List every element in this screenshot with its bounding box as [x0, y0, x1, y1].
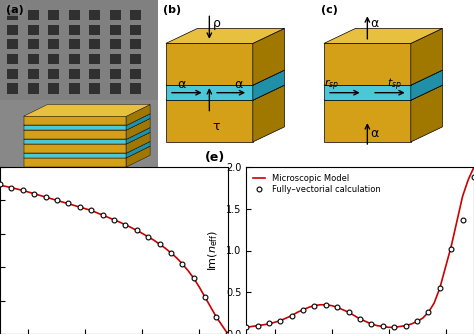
Polygon shape — [24, 142, 150, 153]
Polygon shape — [166, 100, 253, 142]
Bar — [0, 0, 158, 100]
Bar — [130, 39, 141, 49]
Polygon shape — [24, 114, 150, 125]
Polygon shape — [24, 153, 127, 158]
Bar — [110, 25, 121, 35]
Polygon shape — [127, 146, 150, 167]
Bar — [69, 54, 80, 64]
Bar — [130, 69, 141, 79]
Bar — [69, 25, 80, 35]
Polygon shape — [24, 132, 150, 144]
Bar — [48, 10, 59, 20]
Bar — [48, 39, 59, 49]
Text: $t_{sp}$: $t_{sp}$ — [387, 77, 402, 94]
Polygon shape — [127, 114, 150, 130]
Bar — [130, 84, 141, 94]
Bar — [89, 84, 100, 94]
Text: α: α — [371, 127, 379, 140]
Bar — [89, 54, 100, 64]
Bar — [69, 10, 80, 20]
Bar — [48, 54, 59, 64]
Bar — [130, 10, 141, 20]
Bar — [27, 54, 39, 64]
Polygon shape — [411, 85, 442, 142]
Polygon shape — [324, 85, 442, 100]
Text: $r_{sp}$: $r_{sp}$ — [324, 78, 339, 94]
Text: (b): (b) — [163, 5, 181, 15]
Polygon shape — [324, 100, 411, 142]
Bar — [110, 10, 121, 20]
Text: ρ: ρ — [212, 17, 220, 30]
Polygon shape — [127, 105, 150, 125]
Polygon shape — [24, 158, 127, 167]
Text: α: α — [234, 78, 242, 91]
Polygon shape — [24, 118, 150, 130]
Polygon shape — [166, 85, 284, 100]
Bar — [7, 39, 18, 49]
Polygon shape — [166, 28, 284, 43]
Bar — [89, 69, 100, 79]
Bar — [27, 10, 39, 20]
Bar — [110, 84, 121, 94]
Bar — [48, 25, 59, 35]
Text: τ: τ — [212, 120, 220, 133]
Polygon shape — [24, 130, 127, 139]
Y-axis label: Im($n_{\rm eff}$): Im($n_{\rm eff}$) — [207, 230, 220, 271]
Polygon shape — [24, 125, 127, 130]
Text: (e): (e) — [205, 151, 225, 164]
Polygon shape — [324, 28, 442, 43]
Bar — [7, 84, 18, 94]
Bar — [48, 69, 59, 79]
Polygon shape — [253, 85, 284, 142]
Polygon shape — [166, 43, 253, 85]
Polygon shape — [127, 118, 150, 139]
Bar — [130, 25, 141, 35]
Polygon shape — [24, 116, 127, 125]
Bar — [27, 69, 39, 79]
Text: α: α — [177, 78, 185, 91]
Polygon shape — [166, 70, 284, 85]
Bar — [7, 54, 18, 64]
Bar — [89, 39, 100, 49]
Bar — [110, 69, 121, 79]
Polygon shape — [411, 70, 442, 100]
Polygon shape — [24, 144, 127, 153]
Bar — [7, 10, 18, 20]
Text: (c): (c) — [321, 5, 337, 15]
Polygon shape — [253, 70, 284, 100]
Polygon shape — [166, 85, 253, 100]
Polygon shape — [253, 28, 284, 85]
Bar — [27, 39, 39, 49]
Text: (a): (a) — [6, 5, 24, 15]
Bar — [89, 25, 100, 35]
Polygon shape — [24, 105, 150, 116]
Bar — [110, 54, 121, 64]
Text: α: α — [371, 17, 379, 30]
Polygon shape — [24, 146, 150, 158]
Bar — [69, 69, 80, 79]
Bar — [7, 25, 18, 35]
Polygon shape — [24, 128, 150, 139]
Polygon shape — [127, 128, 150, 144]
Polygon shape — [324, 70, 442, 85]
Bar — [48, 84, 59, 94]
Polygon shape — [24, 139, 127, 144]
Bar — [27, 84, 39, 94]
Bar — [69, 39, 80, 49]
Polygon shape — [127, 132, 150, 153]
Bar — [89, 10, 100, 20]
Polygon shape — [411, 28, 442, 85]
Polygon shape — [127, 142, 150, 158]
Polygon shape — [324, 43, 411, 85]
Bar — [110, 39, 121, 49]
Bar — [69, 84, 80, 94]
Bar — [7, 69, 18, 79]
Bar — [130, 54, 141, 64]
Legend: Microscopic Model, Fully–vectorial calculation: Microscopic Model, Fully–vectorial calcu… — [250, 171, 383, 197]
Polygon shape — [324, 85, 411, 100]
Bar — [27, 25, 39, 35]
